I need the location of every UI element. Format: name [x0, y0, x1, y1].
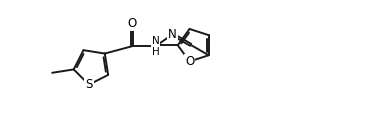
- Text: S: S: [85, 78, 93, 91]
- Text: N: N: [168, 28, 177, 41]
- Text: O: O: [127, 17, 136, 30]
- Text: N
H: N H: [152, 36, 159, 57]
- Text: O: O: [185, 55, 194, 68]
